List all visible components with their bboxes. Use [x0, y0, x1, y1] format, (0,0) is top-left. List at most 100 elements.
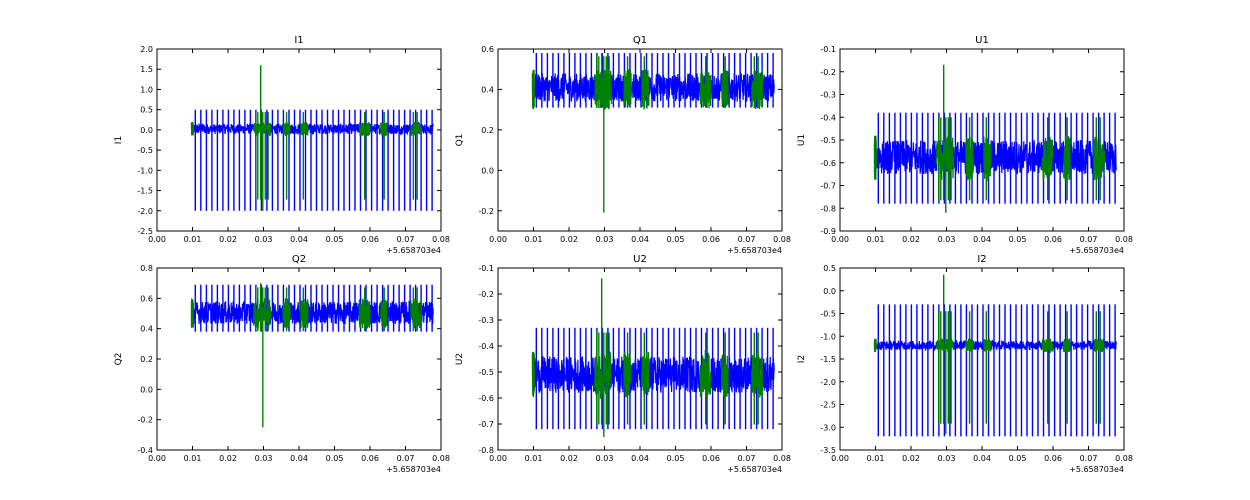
- x-tick-label: 0.05: [326, 454, 344, 463]
- y-tick-label: -0.4: [137, 446, 153, 455]
- x-tick-label: 0.01: [867, 235, 885, 244]
- x-tick-label: 0.06: [1044, 235, 1062, 244]
- y-tick-label: -0.6: [478, 394, 494, 403]
- y-tick-label: -1.5: [820, 355, 836, 364]
- x-tick-label: 0.00: [148, 235, 166, 244]
- subplot-q2: 0.00 0.01 0.02 0.03 0.04 0.05 0.06 0.07 0.08 0.8 0…: [114, 254, 450, 474]
- y-tick-label: 0.5: [823, 264, 836, 273]
- y-tick-label: -0.8: [478, 446, 494, 455]
- x-tick-label: 0.04: [631, 454, 649, 463]
- y-tick-label: -0.5: [820, 310, 836, 319]
- y-tick-label: -0.4: [820, 113, 836, 122]
- series-green-line: [873, 135, 877, 180]
- subplot-i1: 0.00 0.01 0.02 0.03 0.04 0.05 0.06 0.07 0.08 2.0 1…: [114, 35, 450, 255]
- x-tick-label: 0.04: [631, 235, 649, 244]
- series-green-line: [983, 338, 992, 352]
- y-tick-label: -0.6: [820, 159, 836, 168]
- x-tick-label: 0.06: [1044, 454, 1062, 463]
- x-tick-label: 0.08: [432, 235, 450, 244]
- x-tick-label: 0.02: [219, 454, 237, 463]
- subplot-q1: 0.00 0.01 0.02 0.03 0.04 0.05 0.06 0.07 0.08 0.6 0…: [455, 35, 791, 255]
- y-tick-label: -0.5: [137, 146, 153, 155]
- x-tick-label: 0.01: [184, 454, 202, 463]
- x-tick-label: 0.03: [255, 235, 273, 244]
- x-tick-label: 0.06: [702, 454, 720, 463]
- y-tick-label: -1.0: [820, 332, 836, 341]
- y-tick-label: -3.0: [820, 423, 836, 432]
- x-tick-label: 0.02: [560, 235, 578, 244]
- subplot-title: Q2: [292, 254, 306, 265]
- y-axis-label: U2: [455, 353, 465, 365]
- y-tick-label: -0.1: [820, 45, 836, 54]
- x-tick-label: 0.07: [738, 235, 756, 244]
- y-tick-label: 0.4: [481, 85, 494, 94]
- x-tick-label: 0.08: [773, 235, 791, 244]
- x-tick-label: 0.05: [1009, 235, 1027, 244]
- subplot-title: I1: [294, 35, 303, 46]
- x-tick-label: 0.07: [1080, 235, 1098, 244]
- y-tick-label: -0.4: [478, 342, 494, 351]
- x-tick-label: 0.02: [219, 235, 237, 244]
- y-axis-label: I1: [114, 136, 124, 144]
- y-tick-label: -0.2: [137, 416, 153, 425]
- y-tick-label: -2.5: [820, 401, 836, 410]
- x-tick-label: 0.02: [902, 454, 920, 463]
- series-green-line: [531, 351, 535, 398]
- x-offset-label: +5.658703e4: [727, 465, 782, 474]
- y-tick-label: -0.3: [478, 316, 494, 325]
- y-tick-label: -1.5: [137, 187, 153, 196]
- x-tick-label: 0.01: [525, 235, 543, 244]
- y-tick-label: 1.5: [140, 65, 153, 74]
- series-green-line: [190, 121, 194, 136]
- x-tick-label: 0.04: [290, 235, 308, 244]
- y-tick-label: -0.3: [820, 91, 836, 100]
- y-axis-label: I2: [797, 355, 807, 363]
- x-tick-label: 0.03: [596, 454, 614, 463]
- x-tick-label: 0.02: [902, 235, 920, 244]
- y-tick-label: -2.5: [137, 227, 153, 236]
- x-tick-label: 0.00: [148, 454, 166, 463]
- series-green-line: [641, 69, 650, 110]
- x-tick-label: 0.02: [560, 454, 578, 463]
- x-tick-label: 0.08: [432, 454, 450, 463]
- y-tick-label: 0.4: [140, 325, 153, 334]
- y-tick-label: 0.0: [481, 166, 494, 175]
- x-tick-label: 0.06: [361, 454, 379, 463]
- series-green-line: [1093, 135, 1106, 181]
- x-tick-label: 0.04: [973, 454, 991, 463]
- x-tick-label: 0.07: [397, 454, 415, 463]
- y-tick-label: -3.5: [820, 446, 836, 455]
- y-tick-label: -2.0: [820, 378, 836, 387]
- y-tick-label: 0.2: [481, 126, 494, 135]
- y-tick-label: -0.7: [478, 420, 494, 429]
- x-tick-label: 0.04: [973, 235, 991, 244]
- series-green-line: [720, 70, 729, 109]
- y-tick-label: 1.0: [140, 85, 153, 94]
- y-tick-label: 0.8: [140, 264, 153, 273]
- y-tick-label: 0.0: [140, 126, 153, 135]
- x-tick-label: 0.00: [831, 235, 849, 244]
- series-green-line: [300, 122, 309, 136]
- series-green-line: [983, 136, 992, 181]
- x-tick-label: 0.07: [738, 454, 756, 463]
- subplot-u1: 0.00 0.01 0.02 0.03 0.04 0.05 0.06 0.07 0.08 -0.1…: [797, 35, 1133, 255]
- x-tick-label: 0.08: [1115, 235, 1133, 244]
- y-tick-label: -0.2: [478, 290, 494, 299]
- y-tick-label: 0.6: [140, 294, 153, 303]
- x-tick-label: 0.03: [596, 235, 614, 244]
- subplot-title: U2: [633, 254, 647, 265]
- x-tick-label: 0.07: [397, 235, 415, 244]
- x-tick-label: 0.05: [1009, 454, 1027, 463]
- subplot-title: U1: [975, 35, 989, 46]
- y-tick-label: -0.7: [820, 182, 836, 191]
- y-tick-label: -0.9: [820, 227, 836, 236]
- y-axis-label: Q2: [114, 353, 124, 366]
- x-tick-label: 0.04: [290, 454, 308, 463]
- x-tick-label: 0.08: [773, 454, 791, 463]
- series-green-line: [300, 298, 309, 329]
- series-green-line: [641, 351, 650, 396]
- y-axis-label: Q1: [455, 134, 465, 147]
- y-tick-label: -0.8: [820, 204, 836, 213]
- x-offset-label: +5.658703e4: [1069, 246, 1124, 255]
